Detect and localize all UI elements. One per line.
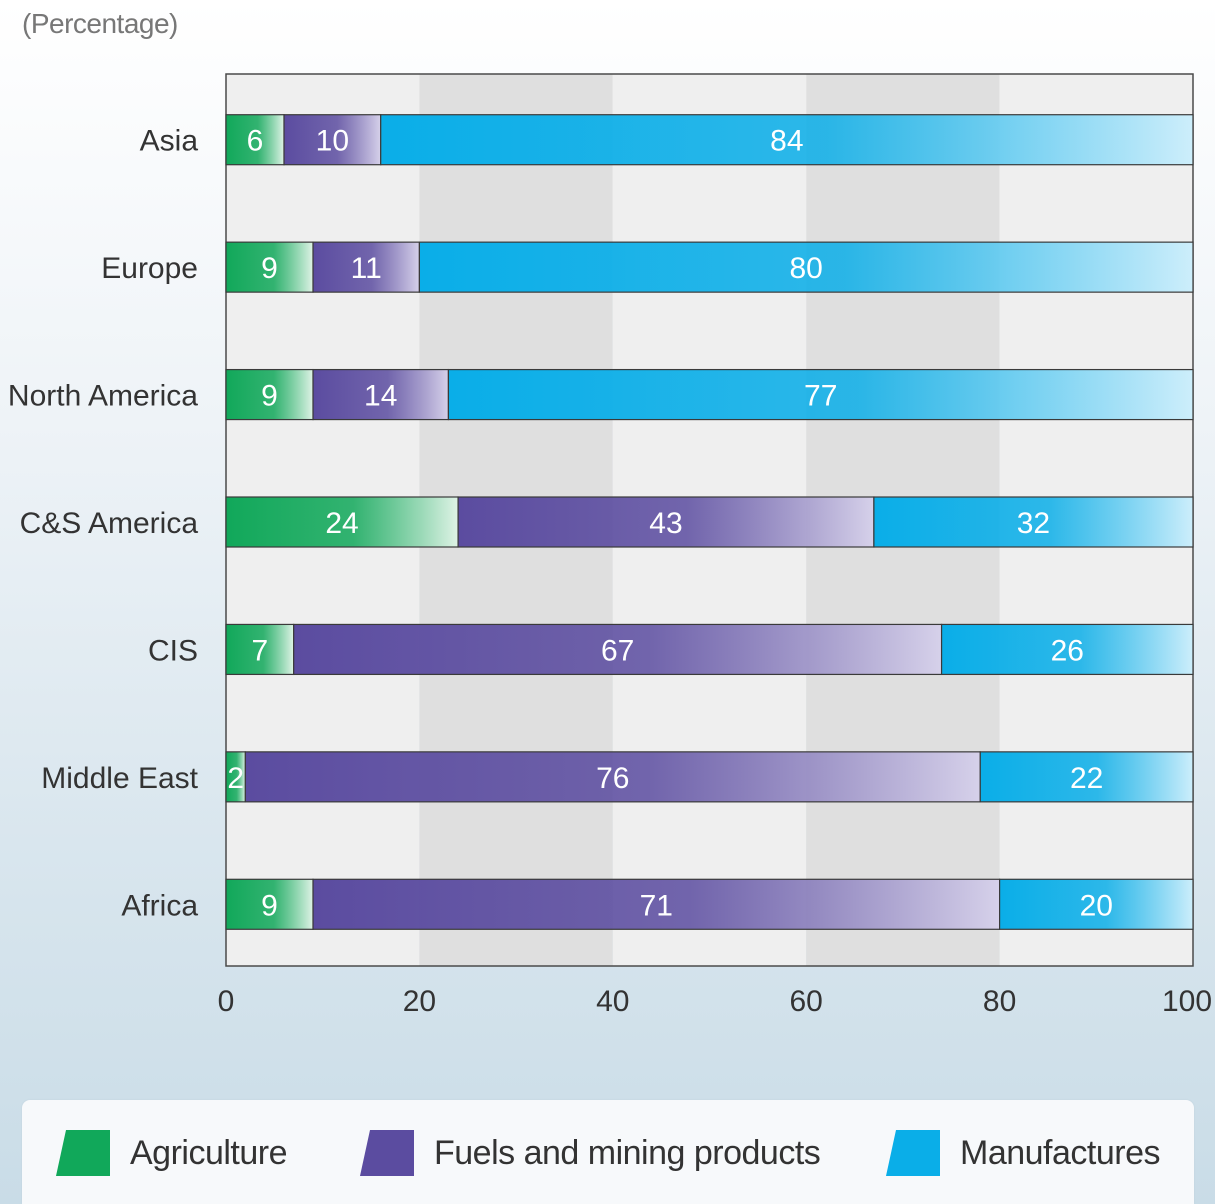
legend-swatch-fuels: [360, 1130, 414, 1176]
legend-label-agriculture: Agriculture: [130, 1133, 288, 1172]
bar-segment: [225, 368, 314, 421]
bar-segment: [225, 623, 295, 676]
data-label: 24: [325, 507, 358, 540]
category-label: Africa: [121, 889, 198, 922]
unit-label: (Percentage): [22, 8, 178, 39]
legend-swatch-agriculture: [56, 1130, 110, 1176]
legend-item-fuels: Fuels and mining products: [360, 1128, 821, 1178]
category-label: C&S America: [20, 507, 199, 540]
data-label: 7: [252, 634, 269, 667]
bar-segment: [380, 114, 1194, 166]
bar-segment: [225, 878, 314, 930]
bar-segment: [873, 496, 1194, 548]
bar-segment: [312, 368, 450, 421]
category-label: Middle East: [41, 762, 198, 795]
data-label: 67: [601, 634, 634, 667]
category-label: CIS: [148, 634, 198, 667]
data-label: 6: [247, 125, 264, 158]
bar-segment: [418, 241, 1194, 293]
category-label: North America: [8, 380, 198, 413]
bar-segment: [293, 623, 943, 676]
data-label: 10: [316, 125, 349, 158]
bar-segment: [225, 241, 314, 293]
data-label: 76: [596, 762, 629, 795]
legend-item-manufactures: Manufactures: [886, 1128, 1161, 1178]
bar-segment: [940, 623, 1194, 676]
legend-swatch-manufactures: [886, 1130, 940, 1176]
legend-item-agriculture: Agriculture: [56, 1128, 288, 1178]
data-label: 9: [261, 889, 278, 922]
bar-segment: [312, 878, 1001, 930]
category-label: Europe: [101, 252, 198, 285]
x-tick-label: 40: [596, 985, 629, 1018]
legend: Agriculture Fuels and mining products Ma…: [22, 1100, 1194, 1204]
bar-segment: [283, 114, 382, 166]
x-tick-label: 0: [218, 985, 235, 1018]
data-label: 84: [770, 125, 803, 158]
data-label: 77: [804, 380, 837, 413]
data-label: 9: [261, 380, 278, 413]
data-label: 22: [1070, 762, 1103, 795]
bar-segment: [998, 878, 1194, 930]
legend-label-manufactures: Manufactures: [960, 1133, 1161, 1172]
data-label: 9: [261, 252, 278, 285]
bar-segment: [457, 496, 875, 548]
data-label: 71: [640, 889, 673, 922]
legend-label-fuels: Fuels and mining products: [434, 1133, 821, 1172]
bar-segment: [244, 751, 981, 803]
category-label: Asia: [140, 125, 199, 158]
data-label: 11: [351, 252, 382, 285]
x-tick-label: 80: [983, 985, 1016, 1018]
data-label: 26: [1051, 634, 1084, 667]
data-label: 80: [790, 252, 823, 285]
bar-segment: [225, 496, 459, 548]
data-label: 32: [1017, 507, 1050, 540]
data-label: 14: [364, 380, 397, 413]
bar-segment: [447, 368, 1194, 421]
data-label: 20: [1080, 889, 1113, 922]
x-tick-label: 100: [1162, 985, 1212, 1018]
data-label: 2: [227, 762, 244, 795]
x-tick-label: 60: [790, 985, 823, 1018]
bar-segment: [312, 241, 421, 293]
x-tick-label: 20: [403, 985, 436, 1018]
data-label: 43: [649, 507, 682, 540]
bar-chart-svg: Asia 6 10 84 Europe 9 11 80 North America 9 14 77 C&…: [8, 73, 1212, 1018]
bar-segment: [979, 751, 1194, 803]
